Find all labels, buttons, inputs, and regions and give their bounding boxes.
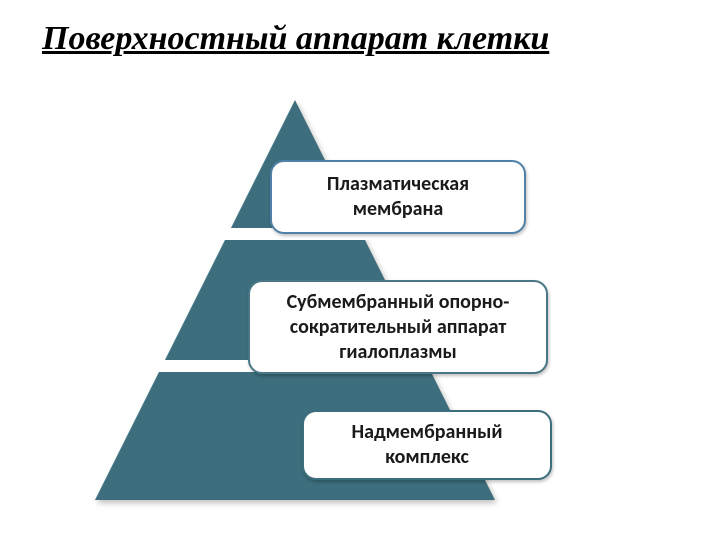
callout-box-3: Надмембранный комплекс — [302, 410, 552, 480]
callout-label: Надмембранный комплекс — [316, 420, 538, 470]
callout-label: Субмембранный опорно-сократительный аппа… — [262, 290, 534, 365]
callout-box-1: Плазматическая мембрана — [270, 160, 526, 234]
callout-label: Плазматическая мембрана — [284, 172, 512, 222]
page-title: Поверхностный аппарат клетки — [42, 20, 549, 58]
callout-box-2: Субмембранный опорно-сократительный аппа… — [248, 280, 548, 374]
